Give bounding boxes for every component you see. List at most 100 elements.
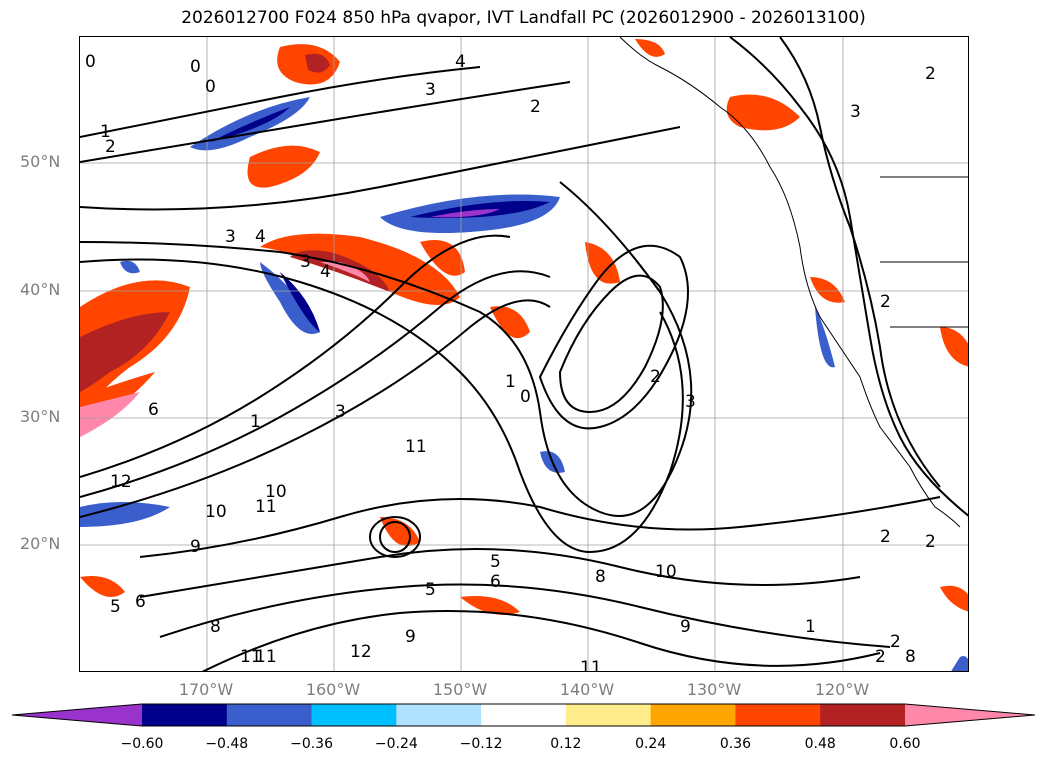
contour-label: 3 [425,80,436,100]
contour-label: 11 [240,647,262,667]
anomaly-patch [290,250,390,292]
colorbar-segment [396,704,482,726]
colorbar-tick-label: −0.48 [205,736,249,752]
anomaly-patch [80,502,170,527]
contour-label: 11 [405,437,427,457]
lon-label-150w: 150°W [432,680,488,699]
contour-label: 6 [135,592,146,612]
anomaly-patch [490,306,530,339]
colorbar-segment [481,704,567,726]
anomaly-patch [80,392,140,437]
anomaly-patch [940,327,968,367]
contour-label: 0 [85,52,96,72]
contour-label: 11 [255,647,277,667]
anomaly-patch [940,585,968,612]
colorbar-segment [311,704,397,726]
contour-label: 3 [685,392,696,412]
contour-label: 0 [520,387,531,407]
contour-label: 2 [890,632,901,652]
coastline [619,37,968,528]
contour-label: 8 [905,647,916,667]
contour-label: 1 [100,122,111,142]
lon-label-130w: 130°W [686,680,742,699]
contour-label: 3 [225,227,236,247]
map-title: 2026012700 F024 850 hPa qvapor, IVT Land… [181,8,866,28]
contour-label: 2 [530,97,541,117]
colorbar-tick-label: 0.12 [550,736,582,752]
contour-label: 2 [880,292,891,312]
contour-label: 12 [350,642,372,662]
colorbar-segment [142,704,228,726]
colorbar-tick-label: −0.36 [290,736,333,752]
colorbar-tick-label: 0.36 [719,736,752,752]
anomaly-patch [380,517,420,547]
colorbar-extend-high [905,704,1035,726]
colorbar-segment [735,704,821,726]
colorbar-segment [820,704,906,726]
anomaly-patch [815,307,835,368]
ivt-contours [80,37,968,671]
colorbar-segment [226,704,313,726]
contour-label: 10 [265,482,287,502]
anomaly-patch [210,107,290,142]
colorbar-segment [650,704,736,726]
anomaly-patch [635,39,665,57]
contour-label: 3 [850,102,861,122]
anomaly-patch [280,272,320,332]
contour-label: 2 [880,527,891,547]
anomaly-patch [585,242,620,284]
colorbar [11,703,1036,727]
contour-label: 8 [595,567,606,587]
lon-label-120w: 120°W [814,680,870,699]
anomaly-patch [726,94,800,131]
contour-label: 9 [190,537,201,557]
colorbar-tick-label: −0.60 [120,736,164,752]
anomaly-patch [305,53,330,73]
contour-label: 3 [300,252,311,272]
anomaly-patch [260,262,320,334]
contour-label: 11 [255,497,277,517]
contour-label: 9 [680,617,691,637]
anomaly-patch [951,656,968,671]
contour-label: 2 [650,367,661,387]
contour-label: 2 [105,137,116,157]
contour-label: 9 [405,627,416,647]
colorbar-segment [565,704,652,726]
lon-label-160w: 160°W [305,680,361,699]
lon-label-170w: 170°W [178,680,234,699]
colorbar-extend-low [12,704,142,726]
contour-label: 1 [250,412,261,432]
map-panel: 0 0 0 1 2 3 4 2 3 2 3 4 3 4 2 1 0 2 3 6 … [79,36,969,672]
contour-label: 2 [925,532,936,552]
contour-label: 11 [580,658,602,672]
anomaly-patch [320,262,370,282]
contour-label: 3 [335,402,346,422]
contour-label: 6 [490,572,501,592]
contour-label: 1 [805,617,816,637]
anomaly-patch [120,260,140,274]
contour-label: 4 [455,52,466,72]
anomaly-patch [420,240,465,276]
qvapor-shading [80,39,968,671]
contour-label: 0 [190,57,201,77]
colorbar-tick-label: 0.48 [804,736,836,752]
anomaly-patch [247,145,320,188]
lat-label-40n: 40°N [20,280,61,299]
contour-label: 8 [210,617,221,637]
anomaly-patch [80,312,170,392]
contour-label: 4 [320,262,331,282]
contour-label: 10 [655,562,677,582]
contour-label: 2 [925,64,936,84]
contour-label: 5 [490,552,501,572]
anomaly-patch [460,596,520,615]
contour-label: 10 [205,502,227,522]
anomaly-patch [410,201,550,218]
contour-label: 2 [875,647,886,667]
anomaly-patch [810,277,845,303]
colorbar-tick-label: 0.24 [635,736,667,752]
contour-label: 0 [205,77,216,97]
contour-label: 12 [110,472,132,492]
contour-labels: 0 0 0 1 2 3 4 2 3 2 3 4 3 4 2 1 0 2 3 6 … [85,52,936,672]
lon-label-140w: 140°W [559,680,615,699]
lat-label-20n: 20°N [20,534,61,553]
